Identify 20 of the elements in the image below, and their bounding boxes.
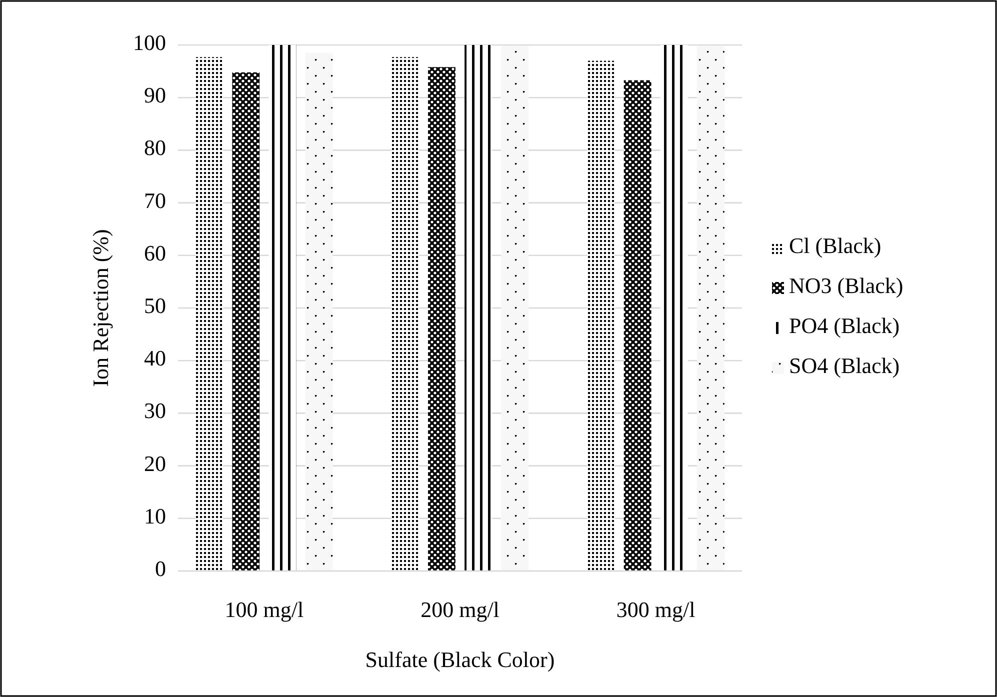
legend-label: SO4 (Black)	[789, 353, 900, 378]
legend-label: NO3 (Black)	[789, 273, 904, 298]
y-tick-label: 40	[144, 346, 166, 371]
y-tick-label: 70	[144, 188, 166, 213]
x-tick-label: 200 mg/l	[420, 597, 500, 622]
y-tick-label: 60	[144, 240, 166, 266]
y-tick-label: 10	[144, 503, 166, 528]
y-tick-label: 50	[144, 293, 166, 318]
x-tick-label: 300 mg/l	[616, 597, 696, 622]
y-tick-label: 30	[144, 398, 166, 424]
y-axis-title: Ion Rejection (%)	[88, 229, 113, 387]
y-tick-label: 90	[144, 82, 166, 108]
y-tick-label: 100	[133, 30, 166, 56]
x-tick-label: 100 mg/l	[224, 597, 304, 622]
y-tick-label: 80	[144, 135, 166, 160]
y-tick-label: 20	[144, 450, 166, 476]
y-tick-label: 0	[155, 556, 166, 582]
legend-label: PO4 (Black)	[789, 313, 900, 338]
x-axis-title: Sulfate (Black Color)	[365, 647, 555, 672]
legend-label: Cl (Black)	[789, 233, 882, 258]
